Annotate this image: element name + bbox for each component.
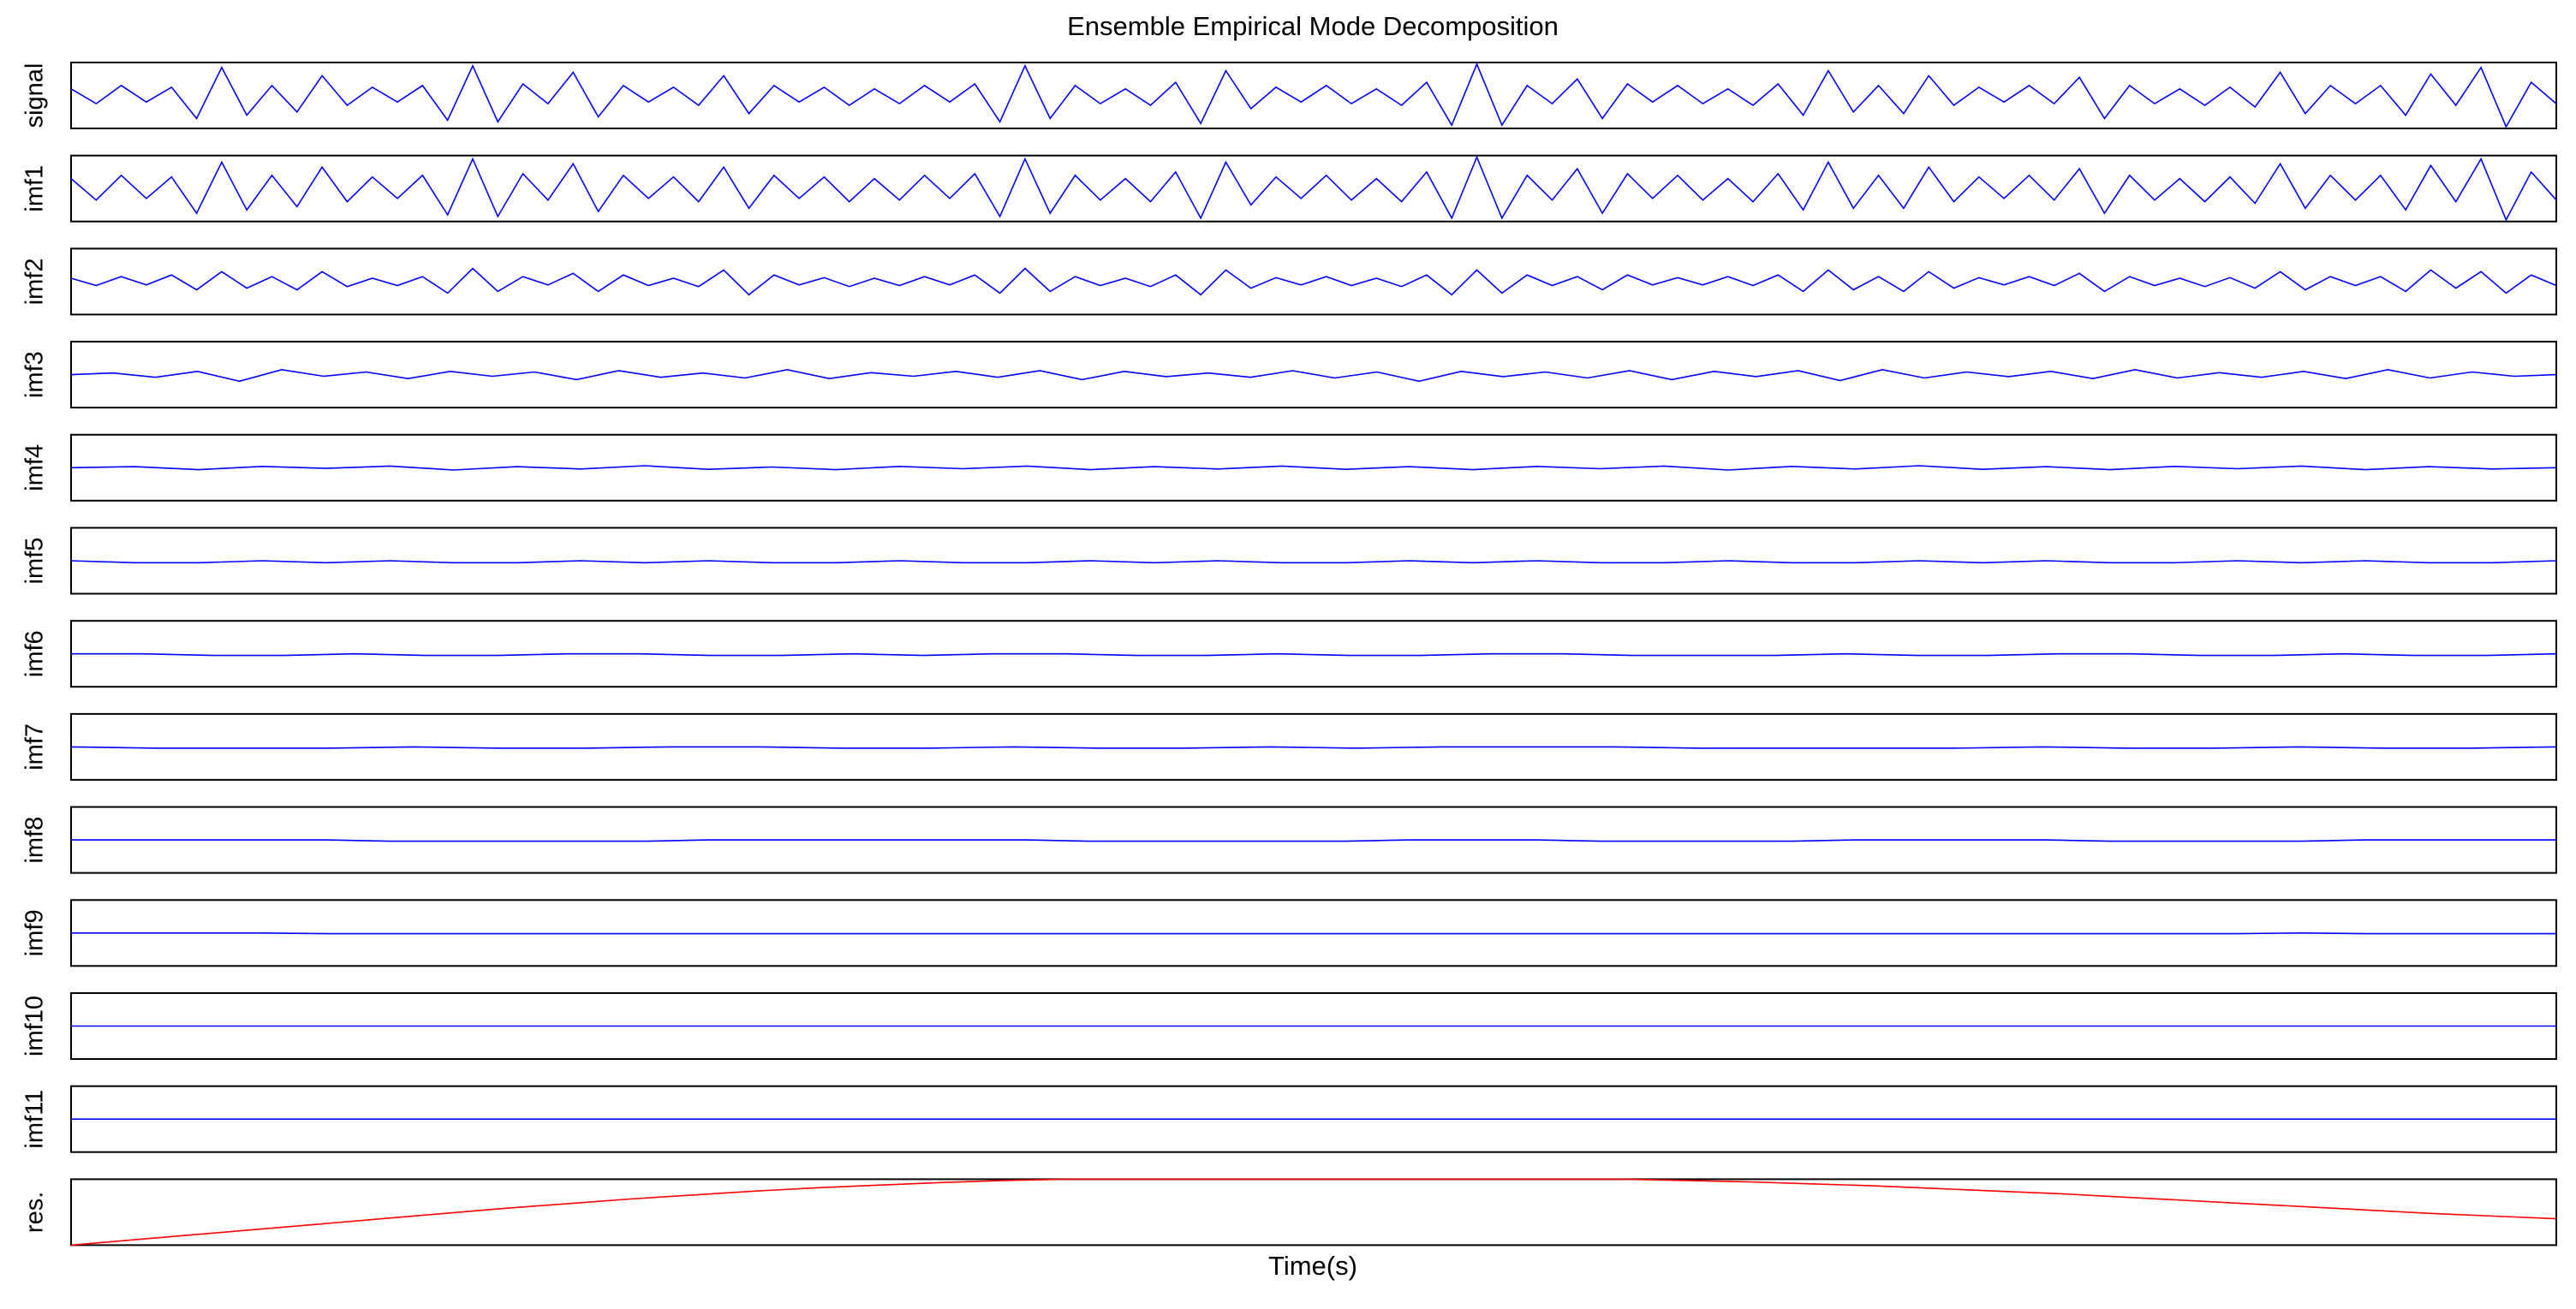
y-axis-label: imf4 [21,444,49,491]
series-line [70,368,2557,383]
series-line [70,746,2557,749]
series-line [71,839,2556,842]
panel-frame [70,1178,2557,1247]
series-line [70,1178,2557,1247]
panel-frame [70,62,2557,129]
series-line [71,931,2556,935]
panel-frame [70,154,2557,223]
y-axis-label: imf1 [21,165,49,212]
chart-title: Ensemble Empirical Mode Decomposition [1067,11,1559,41]
panel-frame [70,806,2557,874]
y-axis-label: imf5 [21,538,49,585]
y-axis-label: imf11 [21,1090,49,1149]
y-axis-label: imf2 [21,259,49,306]
x-axis-label: Time(s) [1268,1251,1357,1281]
series-line [70,155,2557,222]
y-axis-label: imf3 [21,351,49,398]
y-axis-label: imf8 [21,817,49,864]
series-line [70,62,2557,128]
y-axis-label: imf9 [21,909,49,956]
y-axis-label: imf10 [21,996,49,1056]
y-axis-label: imf7 [21,723,49,771]
panel-frame [70,247,2557,316]
y-axis-label: imf6 [21,630,49,677]
y-axis-label: res. [21,1192,49,1233]
panel-frame [70,527,2557,595]
y-axis-label: signal [21,63,49,128]
series-line [70,560,2557,564]
series-line [71,652,2557,657]
panel-frame [70,620,2557,688]
series-line [70,465,2557,471]
series-line [70,267,2557,296]
